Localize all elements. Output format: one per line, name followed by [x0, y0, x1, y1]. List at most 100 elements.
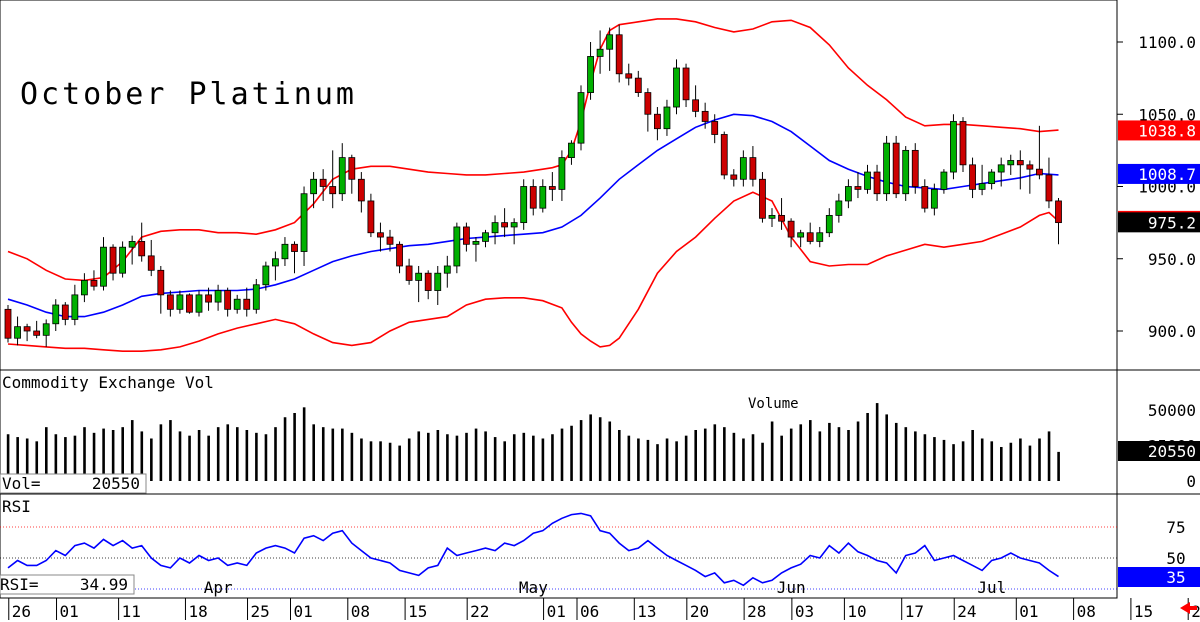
volume-bar — [1000, 446, 1003, 481]
candle — [730, 169, 738, 187]
candle — [415, 265, 423, 303]
volume-bar — [188, 435, 191, 481]
volume-bar — [398, 445, 401, 481]
price-tick-label: 900.0 — [1148, 322, 1196, 341]
day-tick-label: 25 — [251, 602, 270, 621]
candle — [845, 179, 852, 209]
candle — [950, 114, 957, 180]
candle — [969, 157, 976, 199]
volume-bar — [579, 420, 583, 481]
candle — [883, 135, 890, 201]
day-tick-label: 22 — [1191, 602, 1200, 621]
candle — [224, 287, 232, 317]
volume-bar — [503, 441, 506, 481]
candle — [348, 154, 356, 194]
candle — [271, 251, 279, 281]
price-tag-label: 975.2 — [1148, 213, 1196, 232]
candle — [529, 179, 537, 216]
volume-bar — [274, 427, 277, 481]
candle — [1045, 157, 1053, 209]
candle — [23, 323, 31, 342]
rsi-line — [7, 512, 1059, 587]
volume-bar — [302, 407, 306, 481]
volume-bar — [799, 424, 803, 481]
candle — [701, 102, 709, 129]
volume-bar — [1019, 438, 1022, 481]
candle — [854, 172, 862, 199]
volume-bar — [713, 424, 717, 481]
candle — [997, 157, 1005, 187]
rsi-readout-label: RSI= — [0, 575, 39, 594]
day-tick-label: 08 — [1077, 602, 1096, 621]
volume-panel-title: Commodity Exchange Vol — [2, 373, 214, 392]
volume-bar — [761, 442, 764, 481]
candle — [14, 316, 21, 346]
volume-bar — [150, 438, 153, 481]
volume-bar — [1057, 451, 1060, 481]
candle — [596, 30, 604, 74]
day-tick-label: 11 — [122, 602, 141, 621]
candle — [835, 193, 843, 223]
candle — [329, 150, 337, 209]
candle — [587, 42, 594, 100]
volume-bar — [169, 420, 172, 481]
volume-bar — [92, 432, 96, 481]
rsi-tick-label: 50 — [1166, 549, 1185, 568]
volume-bar — [608, 421, 612, 481]
volume-bar — [732, 432, 736, 481]
volume-bar — [723, 427, 726, 481]
candle — [682, 63, 690, 108]
day-tick-label: 13 — [637, 602, 656, 621]
candle — [482, 229, 489, 248]
bollinger-lower-line — [7, 191, 1060, 352]
candle — [806, 222, 814, 245]
candle — [864, 164, 871, 194]
volume-bar — [64, 437, 67, 481]
volume-tick-label: 0 — [1186, 472, 1196, 491]
candle — [33, 320, 41, 339]
volume-bar — [312, 424, 315, 481]
candle — [300, 186, 308, 266]
price-tick-label: 1050.0 — [1138, 105, 1196, 124]
volume-bar — [751, 434, 755, 481]
scroll-left-arrow-icon[interactable] — [1180, 602, 1197, 614]
candle — [377, 222, 384, 252]
volume-bar — [809, 420, 812, 481]
volume-bar — [245, 429, 249, 481]
volume-bar — [446, 434, 449, 481]
candle — [128, 235, 136, 265]
volume-bar — [407, 438, 411, 481]
candle — [176, 290, 184, 314]
volume-bar — [6, 434, 10, 481]
candle — [462, 222, 470, 252]
candle — [166, 290, 174, 317]
candle — [911, 143, 919, 194]
month-label: Apr — [204, 578, 233, 597]
candle — [940, 169, 948, 194]
volume-panel: Commodity Exchange Vol Volume 5000025000… — [0, 373, 1200, 494]
candle — [491, 215, 499, 245]
rsi-panel: RSI 75 50 RSI= 34.99 35 — [0, 497, 1200, 595]
day-tick-label: 18 — [188, 602, 207, 621]
volume-bar — [255, 432, 258, 481]
volume-bar — [417, 431, 421, 481]
volume-bar — [598, 417, 602, 481]
candle — [902, 146, 910, 201]
candle — [739, 150, 747, 187]
volume-bar — [541, 438, 545, 481]
volume-bar — [331, 428, 335, 481]
volume-bar — [742, 438, 745, 481]
volume-bar — [178, 431, 182, 481]
volume-bar — [484, 431, 487, 481]
candle — [319, 169, 327, 201]
candle — [797, 229, 805, 248]
rsi-axis: 75 50 — [1166, 518, 1185, 568]
candle — [396, 241, 403, 274]
volume-bar — [293, 412, 296, 481]
volume-bar — [532, 435, 535, 481]
rsi-last-tag-box — [1118, 567, 1200, 587]
volume-bar — [560, 428, 564, 481]
volume-bar — [207, 435, 210, 481]
candle — [1055, 198, 1062, 245]
